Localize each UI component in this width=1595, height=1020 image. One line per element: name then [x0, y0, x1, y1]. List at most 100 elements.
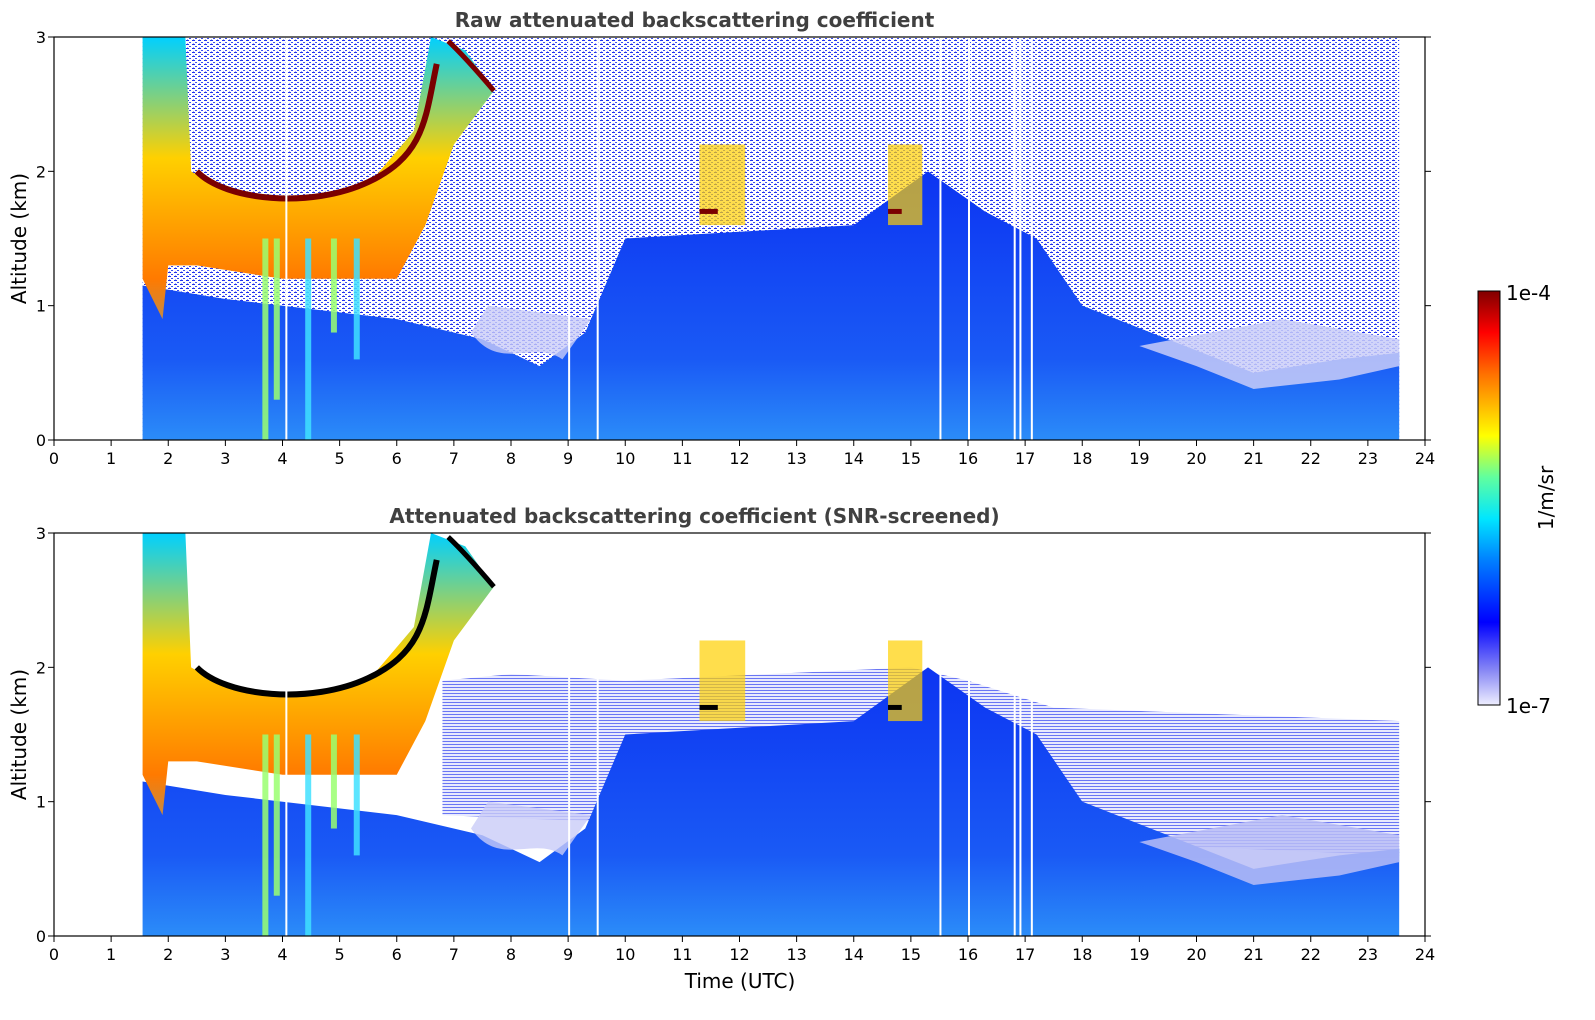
y-axis-label: Altitude (km) [7, 173, 31, 304]
x-axis-label: Time (UTC) [684, 969, 796, 993]
x-tick-label: 17 [1015, 945, 1035, 964]
x-tick-label: 23 [1358, 945, 1378, 964]
precip-streak [273, 238, 280, 400]
x-tick-label: 12 [729, 449, 749, 468]
precip-streak [353, 238, 360, 360]
x-tick-label: 1 [106, 449, 116, 468]
data-gap [939, 37, 942, 440]
boundary-layer-aerosol [142, 667, 1400, 936]
panel-title: Raw attenuated backscattering coefficien… [455, 8, 935, 32]
y-axis-label: Altitude (km) [7, 669, 31, 800]
cloud-region [142, 37, 494, 440]
x-tick-label: 7 [449, 945, 459, 964]
y-tick-label: 0 [36, 431, 46, 450]
cloud-region [142, 533, 494, 936]
precip-streak [305, 734, 312, 936]
x-tick-label: 22 [1301, 945, 1321, 964]
precip-streak [353, 734, 360, 856]
x-tick-label: 18 [1072, 945, 1092, 964]
cloud-base-line [194, 559, 440, 698]
x-tick-label: 16 [958, 945, 978, 964]
data-gap [939, 533, 942, 936]
x-tick-label: 2 [163, 449, 173, 468]
x-tick-label: 21 [1243, 945, 1263, 964]
midday-cloud-base-1 [699, 704, 718, 710]
precip-streak [305, 238, 312, 440]
x-tick-label: 1 [106, 945, 116, 964]
x-tick-label: 3 [220, 945, 230, 964]
cloud-base-line [194, 63, 440, 202]
cloud-top-line [446, 535, 496, 589]
y-tick-label: 1 [36, 297, 46, 316]
clear-air-patch-2 [471, 801, 591, 856]
x-tick-label: 4 [277, 945, 287, 964]
precip-streak [330, 734, 337, 829]
x-tick-label: 8 [506, 945, 516, 964]
x-tick-label: 22 [1301, 449, 1321, 468]
x-tick-label: 13 [786, 449, 806, 468]
x-tick-label: 6 [392, 945, 402, 964]
midday-cloud-base-2 [888, 208, 902, 214]
x-tick-label: 8 [506, 449, 516, 468]
x-tick-label: 19 [1129, 449, 1149, 468]
data-gap [285, 37, 288, 440]
x-tick-label: 24 [1415, 945, 1435, 964]
boundary-layer-aerosol [142, 171, 1400, 440]
panel-2: Attenuated backscattering coefficient (S… [7, 504, 1435, 964]
colorbar-unit-label: 1/m/sr [1534, 465, 1558, 530]
colorbar: 1e-4 1e-7 1/m/sr [1477, 281, 1558, 718]
x-tick-label: 14 [844, 449, 864, 468]
data-gap [285, 533, 288, 936]
panel-1: Raw attenuated backscattering coefficien… [7, 8, 1435, 468]
x-tick-label: 7 [449, 449, 459, 468]
x-tick-label: 2 [163, 945, 173, 964]
y-tick-label: 3 [36, 524, 46, 543]
data-gap [1030, 37, 1033, 440]
x-tick-label: 12 [729, 945, 749, 964]
x-tick-label: 4 [277, 449, 287, 468]
x-tick-label: 5 [335, 449, 345, 468]
x-tick-label: 15 [901, 945, 921, 964]
precip-streak [262, 238, 269, 440]
data-gap [968, 37, 970, 440]
cloud-top-line [446, 39, 496, 93]
panel-title: Attenuated backscattering coefficient (S… [389, 504, 999, 528]
x-tick-label: 18 [1072, 449, 1092, 468]
data-gap [1013, 37, 1016, 440]
data-gap [1019, 37, 1022, 440]
data-gap [568, 533, 571, 936]
x-tick-label: 20 [1186, 449, 1206, 468]
x-tick-label: 10 [615, 945, 635, 964]
precip-streak [262, 734, 269, 936]
x-tick-label: 3 [220, 449, 230, 468]
x-tick-label: 20 [1186, 945, 1206, 964]
y-tick-label: 2 [36, 658, 46, 677]
data-gap [1019, 533, 1022, 936]
x-tick-label: 5 [335, 945, 345, 964]
x-tick-label: 9 [563, 945, 573, 964]
data-gap [596, 37, 599, 440]
clear-air-patch [1139, 319, 1400, 389]
x-tick-label: 19 [1129, 945, 1149, 964]
y-tick-label: 2 [36, 162, 46, 181]
x-tick-label: 24 [1415, 449, 1435, 468]
data-gap [568, 37, 571, 440]
midday-cloud-base-2 [888, 704, 902, 710]
x-tick-label: 16 [958, 449, 978, 468]
heatmap-image [142, 37, 1400, 440]
precip-streak [330, 238, 337, 333]
x-tick-label: 10 [615, 449, 635, 468]
y-tick-label: 0 [36, 927, 46, 946]
precip-streak [273, 734, 280, 896]
data-gap [1030, 533, 1033, 936]
y-tick-label: 3 [36, 28, 46, 47]
x-tick-label: 17 [1015, 449, 1035, 468]
x-tick-label: 9 [563, 449, 573, 468]
x-tick-label: 13 [786, 945, 806, 964]
x-tick-label: 14 [844, 945, 864, 964]
colorbar-max-label: 1e-4 [1506, 281, 1551, 305]
x-tick-label: 0 [49, 449, 59, 468]
colorbar-min-label: 1e-7 [1506, 694, 1551, 718]
clear-air-patch-2 [471, 305, 591, 360]
